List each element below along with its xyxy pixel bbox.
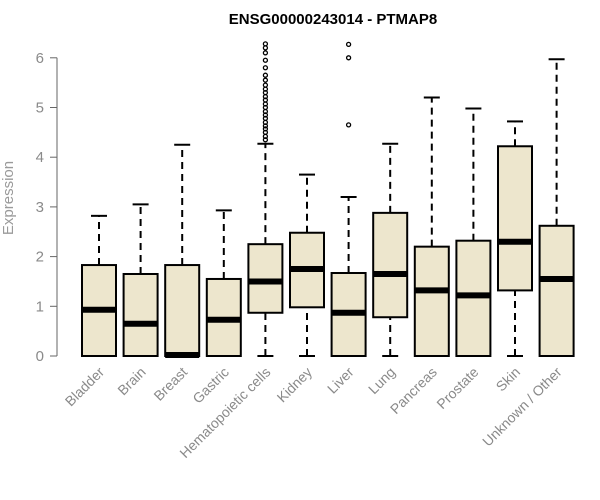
x-tick-label: Bladder [62, 364, 108, 410]
box-unknown-other [538, 58, 575, 357]
outlier-point [345, 55, 352, 61]
x-tick-label: Brain [114, 364, 148, 398]
iqr-box [497, 145, 533, 292]
y-tick-label: 5 [36, 100, 44, 117]
box-lung [372, 142, 409, 357]
box-hematopoietic-cells [247, 41, 284, 357]
box-brain [122, 203, 159, 357]
y-axis: 0 1 2 3 4 5 6 [36, 50, 58, 365]
y-tick-label: 3 [36, 199, 44, 216]
x-tick-label: Liver [324, 364, 357, 397]
box-pancreas [413, 96, 450, 357]
outlier-point [262, 126, 269, 132]
y-tick-label: 0 [36, 348, 44, 365]
y-tick-label: 1 [36, 298, 44, 315]
outlier-point [262, 82, 269, 88]
box-kidney [289, 173, 325, 357]
box-skin [497, 120, 533, 357]
outlier-point [262, 41, 269, 47]
box-plots [81, 41, 575, 359]
x-tick-label: Unknown / Other [479, 364, 565, 450]
box-breast [164, 143, 201, 359]
iqr-box [122, 272, 159, 357]
outlier-point [262, 57, 269, 63]
y-tick-label: 4 [36, 149, 44, 166]
iqr-box [372, 211, 409, 319]
box-bladder [81, 214, 117, 358]
box-liver [330, 41, 367, 358]
y-tick-label: 2 [36, 249, 44, 266]
outlier-point [262, 77, 269, 83]
x-tick-label: Skin [493, 364, 524, 395]
x-tick-label: Breast [150, 364, 190, 404]
box-prostate [455, 107, 492, 357]
x-tick-label: Lung [365, 364, 398, 397]
outlier-point [345, 122, 352, 128]
outlier-point [262, 72, 269, 78]
box-gastric [205, 209, 242, 357]
x-tick-label: Prostate [433, 364, 481, 412]
x-tick-label: Kidney [274, 364, 316, 406]
iqr-box [413, 245, 450, 357]
outlier-point [262, 65, 269, 71]
y-tick-label: 6 [36, 50, 44, 67]
iqr-box [164, 264, 201, 358]
iqr-box [538, 224, 575, 357]
y-axis-label: Expression [0, 161, 17, 235]
outlier-point [345, 41, 352, 48]
outlier-point [262, 50, 269, 56]
chart-title: ENSG00000243014 - PTMAP8 [229, 11, 437, 28]
